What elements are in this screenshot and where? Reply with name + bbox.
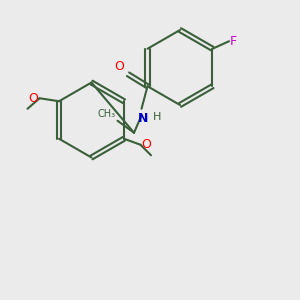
Text: CH₃: CH₃: [98, 109, 116, 119]
Text: N: N: [138, 112, 148, 125]
Text: H: H: [153, 112, 161, 122]
Text: O: O: [115, 60, 124, 73]
Text: F: F: [230, 35, 237, 48]
Text: O: O: [141, 138, 151, 151]
Text: O: O: [29, 92, 39, 105]
